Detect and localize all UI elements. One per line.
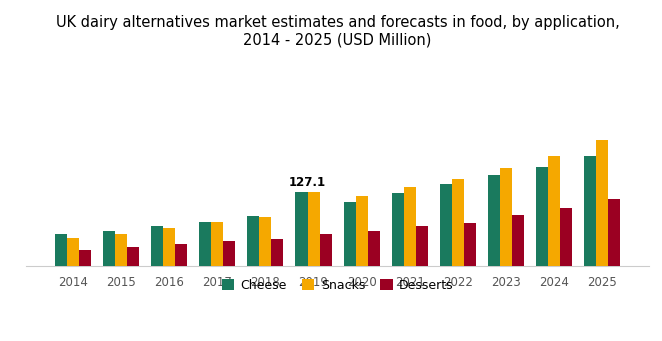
Bar — [367, 231, 380, 266]
Title: UK dairy alternatives market estimates and forecasts in food, by application,
20: UK dairy alternatives market estimates a… — [56, 15, 620, 48]
Bar — [464, 223, 476, 266]
Bar — [452, 179, 464, 266]
Bar — [295, 192, 308, 266]
Bar — [416, 226, 428, 266]
Bar — [260, 218, 271, 266]
Bar — [608, 199, 620, 266]
Bar — [115, 234, 127, 266]
Legend: Cheese, Snacks, Desserts: Cheese, Snacks, Desserts — [217, 273, 458, 297]
Bar — [67, 238, 79, 266]
Bar — [55, 234, 67, 266]
Bar — [585, 156, 596, 266]
Bar — [404, 187, 416, 266]
Bar — [536, 167, 548, 266]
Bar — [560, 208, 573, 266]
Bar — [151, 226, 163, 266]
Bar — [211, 222, 223, 266]
Bar — [79, 250, 91, 266]
Bar — [308, 192, 320, 266]
Bar — [488, 175, 500, 266]
Bar — [127, 247, 139, 266]
Bar — [500, 168, 512, 266]
Bar — [548, 156, 560, 266]
Bar — [512, 214, 524, 266]
Bar — [199, 222, 211, 266]
Bar — [355, 196, 367, 266]
Bar — [271, 238, 283, 266]
Bar — [392, 193, 404, 266]
Bar — [163, 228, 175, 266]
Bar — [440, 184, 452, 266]
Bar — [223, 241, 235, 266]
Bar — [175, 244, 187, 266]
Bar — [344, 202, 355, 266]
Bar — [103, 231, 115, 266]
Text: 127.1: 127.1 — [289, 176, 326, 189]
Bar — [320, 234, 332, 266]
Bar — [596, 140, 608, 266]
Bar — [248, 216, 260, 266]
